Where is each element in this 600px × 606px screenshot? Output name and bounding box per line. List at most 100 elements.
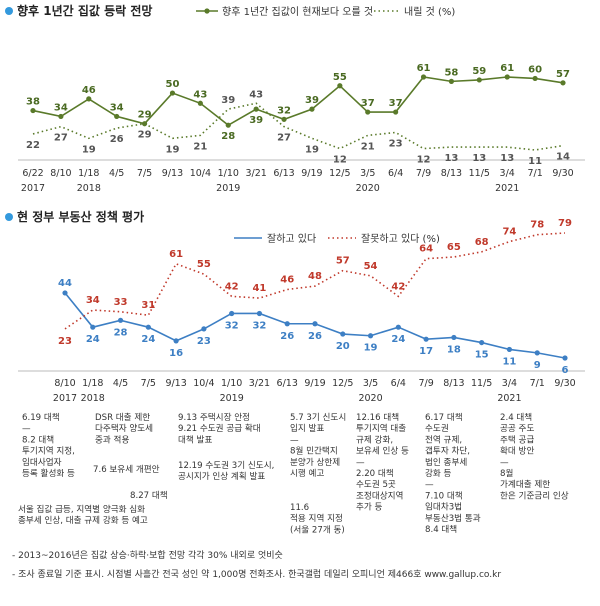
- chart2-event-text: 투기지역 대출: [356, 423, 406, 434]
- chart2-value-label: 15: [475, 350, 489, 361]
- chart2-x-tick: 11/5: [471, 378, 492, 389]
- chart2-point: [201, 326, 207, 332]
- chart1-value-label: 22: [26, 140, 40, 151]
- chart1-x-tick: 3/5: [360, 168, 375, 179]
- chart2-event-text: —: [290, 435, 299, 445]
- footnote-1: - 2013~2016년은 집값 상승·하락·보합 전망 각각 30% 내외로 …: [12, 549, 283, 561]
- chart1-value-label: 50: [166, 79, 180, 90]
- chart1-value-label: 13: [472, 153, 486, 164]
- chart2-event-text: 9.21 수도권 공급 확대: [178, 422, 261, 434]
- chart2-legend-solid-label: 잘하고 있다: [267, 232, 316, 245]
- chart2-x-tick: 7/1: [530, 378, 545, 389]
- chart2-event-text: 11.6: [290, 503, 309, 513]
- chart2-value-label: 32: [252, 320, 266, 331]
- chart1-point: [532, 75, 538, 82]
- chart2-title: 현 정부 부동산 정책 평가: [17, 209, 144, 224]
- chart2-event-text: 수도권 5곳: [356, 478, 396, 490]
- chart2-event-text: 분양가 상한제: [290, 457, 340, 468]
- chart1-value-label: 21: [361, 141, 375, 152]
- chart2-x-tick: 1/18: [82, 378, 103, 389]
- chart2-value-label: 19: [364, 343, 378, 354]
- chart2-event-text: 투기지역 지정,: [22, 446, 75, 457]
- chart2-event-text: DSR 대출 제한: [95, 412, 150, 423]
- chart1-year-label: 2018: [77, 183, 101, 194]
- chart2-point: [340, 331, 346, 337]
- chart1-value-label: 57: [556, 69, 570, 80]
- chart1-x-tick: 9/30: [552, 168, 573, 179]
- chart1-x-tick: 4/5: [109, 168, 124, 179]
- chart2-point: [506, 346, 513, 353]
- chart2-year-label: 2017: [53, 393, 77, 404]
- chart2-event-text: 등록 활성화 등: [22, 467, 75, 479]
- chart1-x-tick: 9/19: [301, 168, 322, 179]
- chart2-event-text: 대책 발표: [178, 433, 212, 445]
- chart2-event-text: 임대차3법: [425, 501, 462, 513]
- chart1-value-label: 43: [249, 89, 263, 100]
- chart2-point: [145, 324, 151, 330]
- chart1-plot: 6/22 8/10 1/18 4/5 7/5 9/13 10/4 1/10 3/21 6/13 9/…: [18, 63, 585, 194]
- chart2-event-text: 확대 방안: [500, 445, 534, 457]
- chart2-value-label: 46: [280, 275, 294, 286]
- chart2-event-text: 주택 공급: [500, 434, 534, 445]
- chart2-point: [90, 324, 96, 330]
- chart1-value-label: 29: [138, 110, 152, 121]
- chart2-event-text: 2.4 대책: [500, 411, 532, 423]
- chart1-value-label: 19: [305, 144, 319, 155]
- chart1-x-tick: 8/10: [50, 168, 71, 179]
- chart2-event-text: 8월 민간택지: [290, 445, 338, 457]
- chart2-x-tick: 12/5: [332, 378, 353, 389]
- chart2-x-tick: 9/13: [165, 378, 186, 389]
- chart1-year-label: 2020: [356, 183, 380, 194]
- chart1-point: [114, 113, 120, 120]
- chart1-value-label: 38: [26, 97, 40, 108]
- chart1-x-tick: 11/5: [469, 168, 490, 179]
- chart1-value-label: 60: [528, 64, 542, 75]
- chart2-point: [367, 333, 374, 339]
- chart1-value-label: 59: [472, 66, 486, 77]
- chart2-value-label: 16: [169, 348, 183, 359]
- chart2-x-tick: 1/10: [221, 378, 242, 389]
- chart1-value-label: 26: [110, 134, 124, 145]
- chart1-x-tick: 6/4: [388, 168, 403, 179]
- chart2-x-tick: 7/5: [141, 378, 156, 389]
- chart2-event-text: 임대사업자: [22, 456, 62, 468]
- chart1-point: [169, 90, 176, 96]
- chart2-point: [395, 324, 401, 330]
- chart1-point: [58, 113, 64, 120]
- chart2-point: [62, 290, 68, 296]
- chart2-event-text: 8.4 대책: [425, 523, 457, 535]
- chart1-point: [393, 109, 399, 115]
- chart1-legend-solid-marker: [204, 8, 210, 14]
- chart1-value-label: 13: [444, 153, 458, 164]
- chart1-legend-solid-label: 향후 1년간 집값이 현재보다 오를 것: [222, 6, 373, 18]
- chart1-value-label: 12: [333, 155, 347, 166]
- chart2-event-text: 5.7 3기 신도시: [290, 412, 346, 423]
- chart2-event-text: 갭투자 차단,: [425, 445, 470, 457]
- chart2-value-label: 11: [502, 356, 516, 367]
- chart1-point: [30, 107, 36, 114]
- chart2-value-label: 48: [308, 271, 322, 282]
- chart2-value-label: 42: [391, 281, 405, 292]
- chart2-x-tick: 3/4: [502, 378, 517, 389]
- chart2-value-label: 26: [308, 331, 322, 342]
- chart2-value-label: 41: [252, 283, 266, 294]
- chart2-point: [229, 310, 235, 317]
- chart2-value-label: 54: [364, 261, 378, 272]
- chart2-event-text: —: [22, 424, 31, 434]
- chart2-event-text: 공공 주도: [500, 423, 534, 434]
- chart1-value-label: 13: [500, 153, 514, 164]
- footnote-2: - 조사 종료일 기준 표시. 시점별 사흘간 전국 성인 약 1,000명 전…: [12, 568, 501, 580]
- chart2-event-text: 추가 등: [356, 502, 383, 513]
- chart2-point: [256, 310, 263, 317]
- chart2-value-label: 55: [197, 259, 211, 270]
- chart1-point: [197, 100, 203, 106]
- chart2-title-bullet: [5, 213, 13, 221]
- chart1-x-tick: 10/4: [190, 168, 211, 179]
- chart1-x-tick: 7/1: [527, 168, 542, 179]
- chart1-title-bullet: [5, 7, 13, 15]
- chart1-value-label: 43: [193, 89, 207, 100]
- chart1-series-line: [32, 76, 564, 127]
- chart2-event-text: 강화 등: [425, 468, 452, 479]
- chart1-year-label: 2021: [495, 183, 519, 194]
